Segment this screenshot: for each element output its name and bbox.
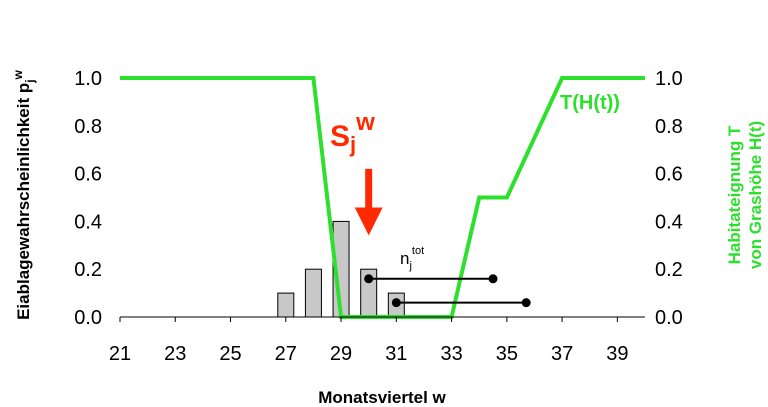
x-ticks: 21 23 25 27 29 31 33 35 37 39 [109,317,628,365]
x-tick-label: 37 [551,343,573,365]
y2-tick-label: 0.6 [655,164,683,186]
y-tick-label: 0.6 [74,164,102,186]
y-ticks: 0.0 0.2 0.4 0.6 0.8 1.0 [74,68,102,329]
habitat-curve-group [120,76,645,319]
interval-end-point [521,298,531,308]
x-tick-label: 31 [385,343,407,365]
bars-group [277,220,405,318]
interval-start-point [391,298,401,308]
sj-annotation: Sjw [330,109,375,157]
y2-tick-label: 0.0 [655,307,683,329]
ntot-annotation: njtot [400,245,424,272]
y2-axis-title-line2: von Grashöhe H(t) [746,121,765,269]
interval-start-point [364,274,374,284]
intervals-group [364,274,531,308]
bar [277,292,295,318]
y2-tick-label: 0.2 [655,259,683,281]
y-tick-label: 0.8 [74,116,102,138]
y-tick-label: 1.0 [74,68,102,90]
x-tick-label: 23 [164,343,186,365]
x-tick-label: 35 [496,343,518,365]
y-tick-label: 0.2 [74,259,102,281]
y2-axis-title-line1: Habitateignung T [725,125,744,264]
x-axis-title: Monatsviertel w [318,388,446,407]
x-tick-label: 39 [606,343,628,365]
x-tick-label: 25 [219,343,241,365]
habitat-curve-line [120,76,645,319]
x-tick-label: 29 [330,343,352,365]
x-tick-label: 33 [440,343,462,365]
habitat-curve-label: T(H(t)) [560,92,620,114]
y-axis-title: Eiablagewahrscheinlichkeit pjw [11,69,37,319]
y2-tick-label: 1.0 [655,68,683,90]
x-tick-label: 27 [275,343,297,365]
bar [304,268,322,318]
y2-ticks: 0.0 0.2 0.4 0.6 0.8 1.0 [655,68,683,329]
y-tick-label: 0.0 [74,307,102,329]
y2-tick-label: 0.4 [655,211,683,233]
interval-end-point [488,274,498,284]
x-tick-label: 21 [109,343,131,365]
y2-tick-label: 0.8 [655,116,683,138]
y-tick-label: 0.4 [74,211,102,233]
